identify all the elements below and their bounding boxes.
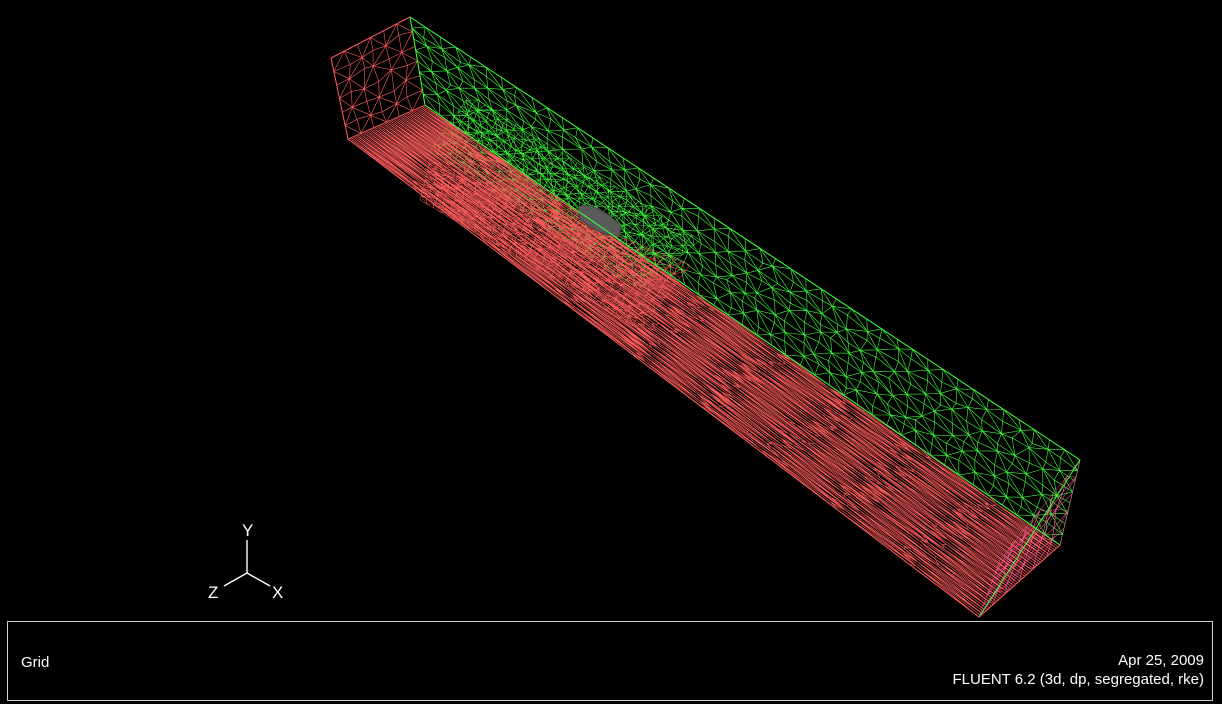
display-date: Apr 25, 2009 [1118, 652, 1204, 669]
vehicle-body [577, 205, 621, 237]
axis-triad: Y X Z [200, 518, 300, 608]
red-faces-mesh [419, 159, 691, 331]
outline-edge-4 [347, 138, 980, 618]
axis-y-label: Y [242, 521, 254, 540]
axis-triad-lines [223, 540, 271, 587]
outline-edge-1 [409, 16, 1081, 461]
outline-edge-3 [330, 57, 349, 140]
vehicle-body-shape [577, 205, 621, 237]
red-faces-mesh [330, 16, 426, 140]
mesh-green-faces [409, 16, 1081, 546]
axis-z-label: Z [208, 583, 219, 602]
display-title: Grid [21, 654, 50, 671]
outline-edge-2 [978, 459, 1081, 618]
outline-edge-0 [330, 16, 411, 59]
outline-edge-6 [424, 104, 1061, 546]
outline-edge-7 [978, 544, 1061, 618]
green-faces-mesh [409, 16, 1081, 546]
axis-x-label: X [272, 583, 284, 602]
outline-edge-5 [409, 16, 426, 106]
solver-info: FLUENT 6.2 (3d, dp, segregated, rke) [952, 671, 1204, 688]
title-panel: Grid Apr 25, 2009 FLUENT 6.2 (3d, dp, se… [7, 621, 1213, 701]
domain-outline [330, 16, 1081, 618]
